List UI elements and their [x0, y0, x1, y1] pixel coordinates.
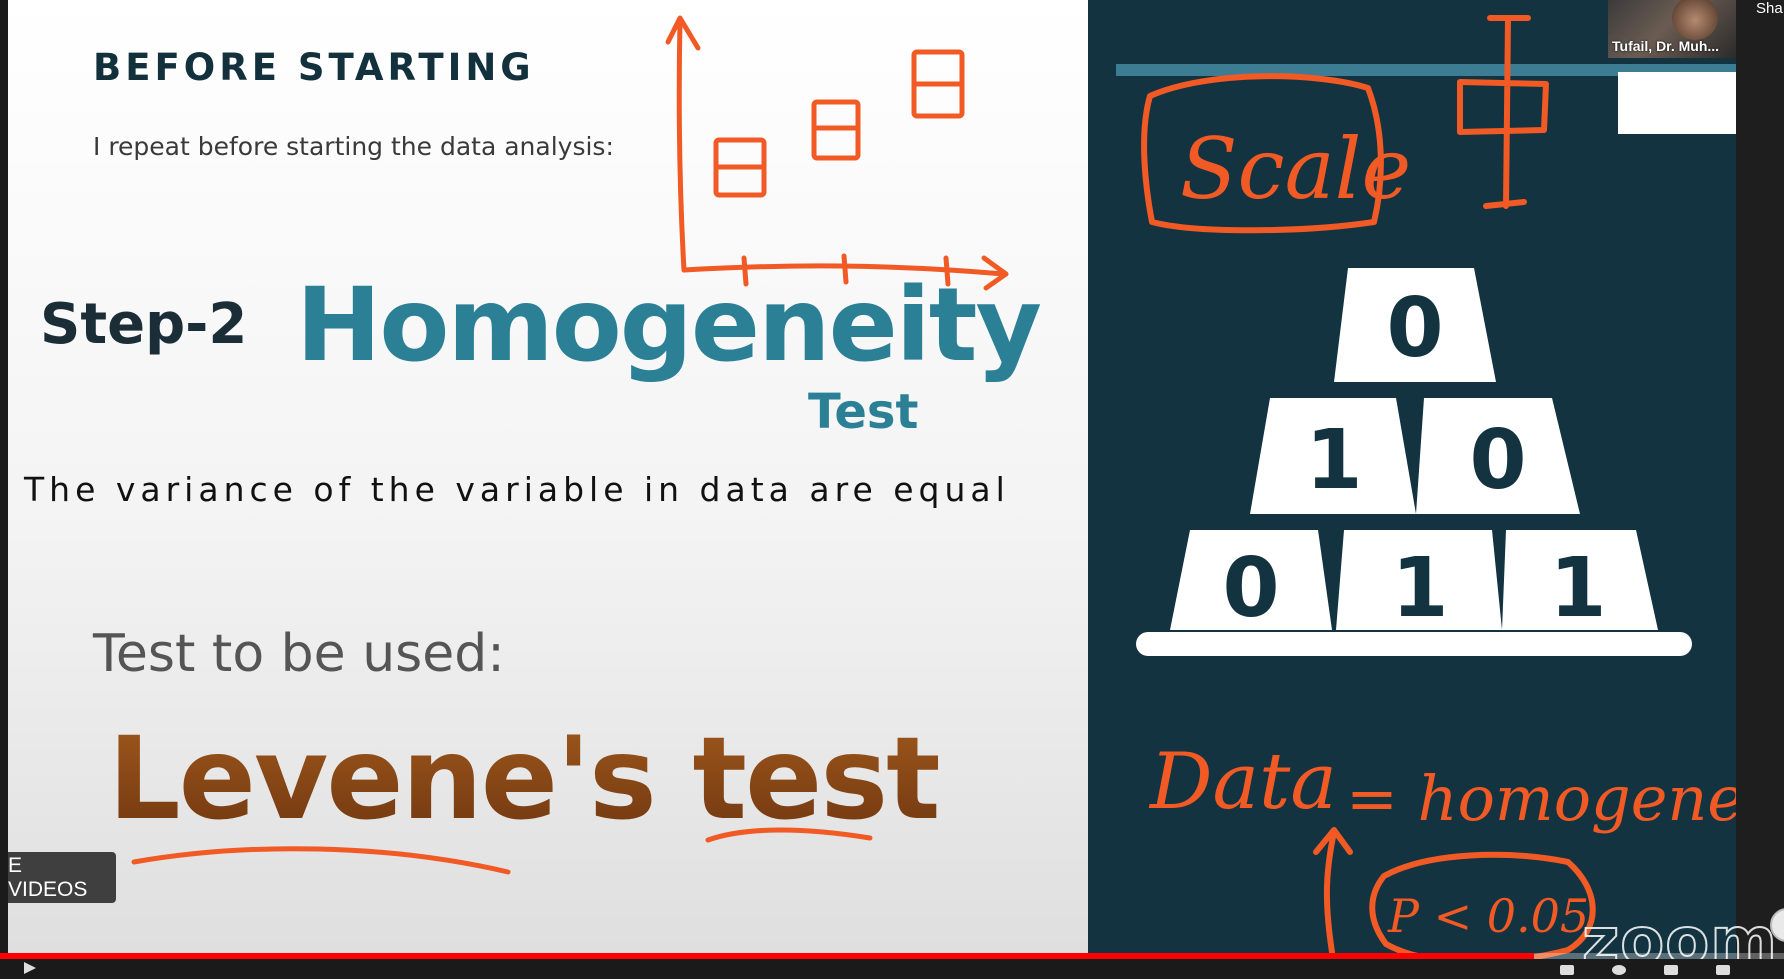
note-arrow — [1313, 827, 1353, 955]
note-data: Data — [1148, 737, 1337, 827]
settings-icon[interactable] — [1612, 965, 1626, 975]
player-right-controls — [1560, 959, 1760, 977]
pyramid-digit-bottom-2: 1 — [1391, 541, 1448, 636]
pyramid-digit-middle-2: 0 — [1469, 413, 1526, 508]
participant-blank-tile[interactable] — [1618, 72, 1736, 134]
participant-avatar — [1672, 0, 1718, 40]
drawn-box-2 — [811, 99, 861, 161]
player-controls-strip — [0, 959, 1784, 977]
whiteboard-drawing: Scale 0 1 0 0 1 1 Data = homogeneous P <… — [1116, 15, 1736, 965]
subtitles-icon[interactable] — [1560, 965, 1574, 975]
share-label: Sha — [1756, 0, 1783, 17]
pyramid-digit-bottom-1: 0 — [1222, 541, 1279, 636]
pyramid-digit-bottom-3: 1 — [1549, 541, 1606, 636]
step-subtitle: Test — [808, 384, 919, 440]
slide-intro: I repeat before starting the data analys… — [93, 132, 614, 161]
slide-heading: BEFORE STARTING — [93, 46, 535, 89]
pyramid-brick-middle-1 — [1250, 398, 1416, 514]
pyramid — [1136, 268, 1692, 656]
pyramid-base — [1136, 632, 1692, 656]
right-gutter — [1736, 0, 1784, 977]
note-homogeneous: = homogeneous — [1346, 762, 1736, 835]
test-name: Levene's test — [108, 712, 941, 845]
play-icon[interactable] — [22, 961, 38, 975]
video-progress-bar[interactable] — [0, 953, 1784, 959]
scale-symbol — [1457, 15, 1549, 209]
pyramid-brick-top-1 — [1334, 268, 1496, 382]
pyramid-digit-middle-1: 1 — [1305, 413, 1362, 508]
drawn-y-axis — [676, 17, 687, 273]
whiteboard-panel: Scale 0 1 0 0 1 1 Data = homogeneous P <… — [1088, 0, 1736, 970]
miniplayer-icon[interactable] — [1664, 965, 1678, 975]
note-pvalue: P < 0.05 — [1387, 889, 1589, 943]
note-circle — [1369, 851, 1596, 965]
participant-name: Tufail, Dr. Muh... — [1612, 38, 1720, 54]
pyramid-brick-bottom-3 — [1502, 530, 1658, 630]
drawn-box-1 — [713, 137, 767, 198]
underline-levene — [131, 846, 511, 875]
pyramid-brick-bottom-2 — [1336, 530, 1502, 630]
pyramid-brick-bottom-1 — [1170, 530, 1332, 630]
more-videos-button[interactable]: E VIDEOS — [8, 852, 116, 903]
scale-box — [1141, 73, 1384, 234]
pyramid-brick-middle-2 — [1416, 398, 1580, 514]
board-separator-line — [1116, 64, 1736, 76]
drawn-y-arrowhead — [665, 15, 701, 51]
participant-video-tile[interactable]: Tufail, Dr. Muh... — [1608, 0, 1736, 58]
drawn-box-3 — [911, 49, 965, 119]
fullscreen-icon[interactable] — [1716, 965, 1730, 975]
step-title: Homogeneity — [296, 266, 1042, 385]
slide-panel: BEFORE STARTING I repeat before starting… — [8, 0, 1088, 970]
scale-label: Scale — [1180, 120, 1411, 218]
video-progress-fill — [0, 953, 1535, 959]
pyramid-digit-top-1: 0 — [1386, 281, 1443, 376]
step-label: Step-2 — [40, 292, 248, 357]
test-prompt: Test to be used: — [93, 624, 505, 684]
definition-text: The variance of the variable in data are… — [24, 470, 1010, 509]
